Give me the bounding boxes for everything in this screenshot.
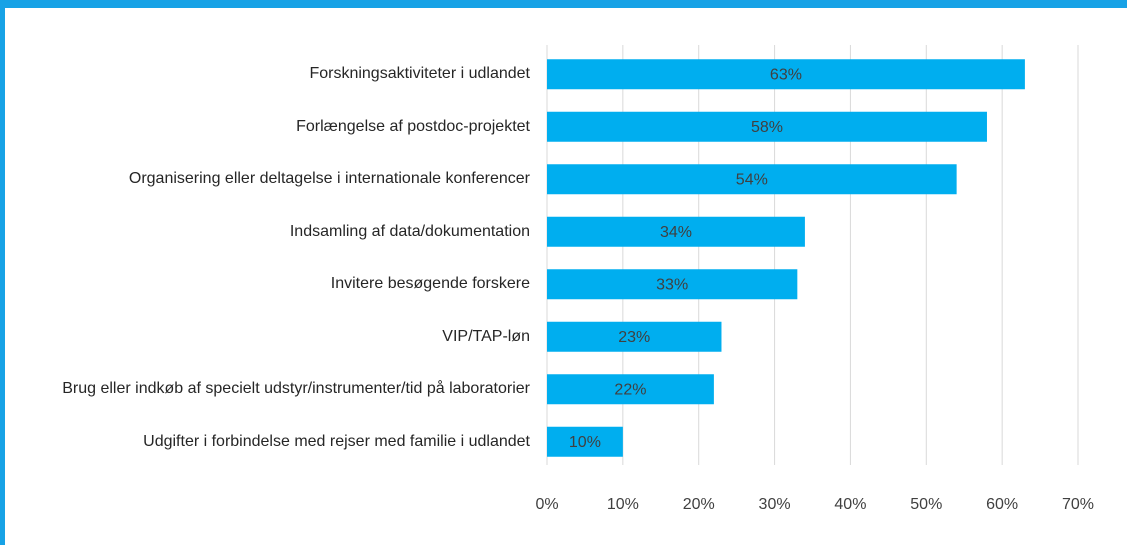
bar <box>547 216 805 247</box>
x-tick-label: 10% <box>607 496 639 513</box>
bar <box>547 59 1025 90</box>
x-tick-label: 50% <box>910 496 942 513</box>
y-tick-label: Invitere besøgende forskere <box>330 275 530 293</box>
x-tick-label: 70% <box>1062 496 1094 513</box>
data-label: 23% <box>618 329 650 346</box>
data-label: 54% <box>736 171 768 188</box>
y-tick-label: Forskningsaktiviteter i udlandet <box>309 65 530 83</box>
bar <box>547 269 798 300</box>
x-tick-label: 30% <box>759 496 791 513</box>
y-tick-label: Organisering eller deltagelse i internat… <box>128 170 530 188</box>
bar <box>547 321 722 352</box>
data-label: 10% <box>569 434 601 451</box>
bar <box>547 374 714 405</box>
bar <box>547 164 957 195</box>
y-tick-label: Forlængelse af postdoc-projektet <box>296 117 530 135</box>
x-tick-label: 40% <box>834 496 866 513</box>
y-tick-label: Brug eller indkøb af specielt udstyr/ins… <box>62 380 530 398</box>
y-tick-label: Indsamling af data/dokumentation <box>289 222 530 240</box>
bar <box>547 426 623 457</box>
data-label: 33% <box>656 276 688 293</box>
x-tick-label: 20% <box>683 496 715 513</box>
bar <box>547 111 987 142</box>
x-tick-label: 60% <box>986 496 1018 513</box>
data-label: 34% <box>660 224 692 241</box>
x-tick-label: 0% <box>535 496 558 513</box>
y-tick-label: VIP/TAP-løn <box>442 327 530 345</box>
data-label: 22% <box>614 381 646 398</box>
data-label: 63% <box>770 66 802 83</box>
y-tick-label: Udgifter i forbindelse med rejser med fa… <box>143 432 530 450</box>
data-label: 58% <box>751 119 783 136</box>
